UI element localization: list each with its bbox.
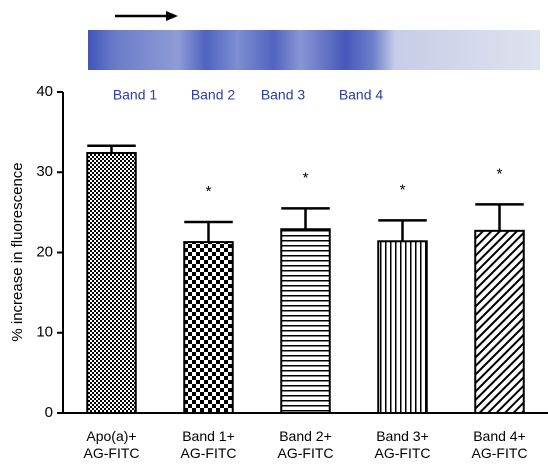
bar (281, 229, 330, 413)
bar (378, 241, 427, 413)
x-tick-label: Band 2+ AG-FITC (258, 428, 354, 462)
significance-mark: * (497, 165, 503, 182)
gel-image (88, 30, 540, 70)
x-tick-label: Band 4+ AG-FITC (452, 428, 548, 462)
gel-label: Band 3 (261, 87, 306, 103)
significance-mark: * (400, 181, 406, 198)
x-tick-label: Apo(a)+ AG-FITC (64, 428, 160, 462)
arrow-head (166, 11, 178, 21)
x-tick-label: Band 3+ AG-FITC (355, 428, 451, 462)
gel-label: Band 4 (339, 87, 384, 103)
gel-label: Band 1 (113, 87, 158, 103)
page: % increase in fluorescence 0 10 20 30 40 Band… (0, 0, 548, 470)
y-axis-label: % increase in fluorescence (9, 162, 26, 341)
y-tick-label: 30 (36, 163, 53, 180)
y-tick-label: 20 (36, 243, 53, 260)
bar (475, 231, 524, 413)
chart: % increase in fluorescence 0 10 20 30 40 Band… (0, 0, 548, 470)
y-tick-label: 40 (36, 83, 53, 100)
bar (184, 242, 233, 413)
bar (87, 153, 136, 413)
x-tick-label: Band 1+ AG-FITC (161, 428, 257, 462)
significance-mark: * (206, 183, 212, 200)
gel-label: Band 2 (191, 87, 236, 103)
y-tick-label: 10 (36, 324, 53, 341)
y-tick-label: 0 (45, 404, 53, 421)
significance-mark: * (303, 169, 309, 186)
